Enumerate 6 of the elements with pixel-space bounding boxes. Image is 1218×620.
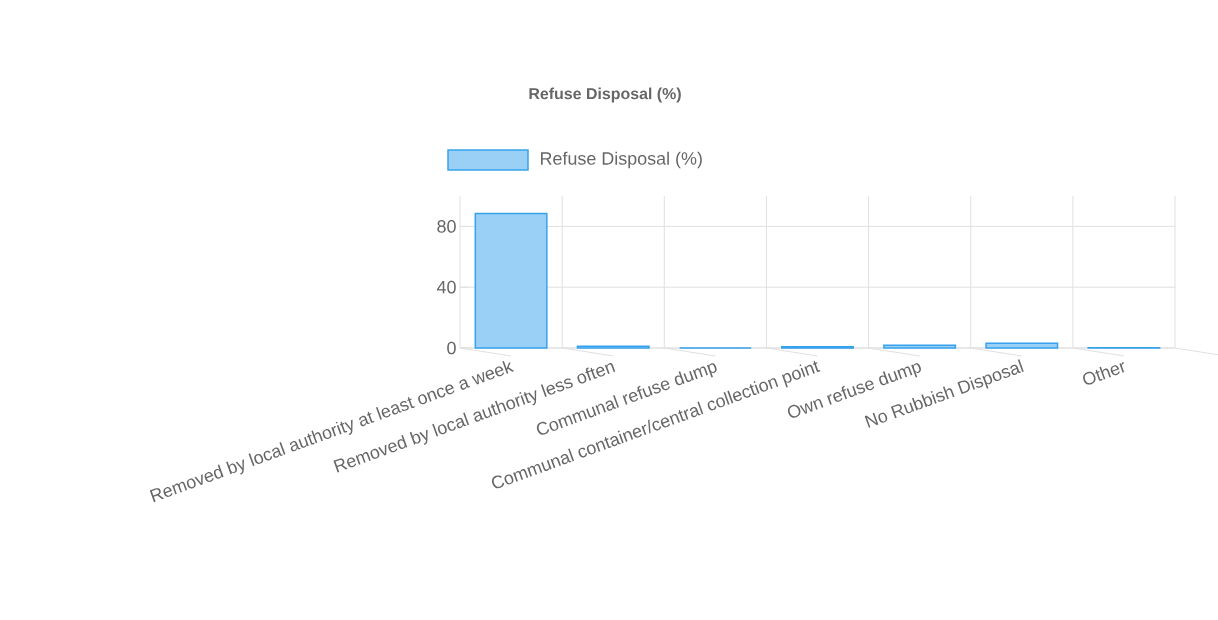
y-tick-label: 40 bbox=[436, 280, 456, 294]
x-tick-label: Other bbox=[1083, 362, 1125, 385]
legend-label: Refuse Disposal (%) bbox=[541, 151, 702, 169]
y-tick-label: 80 bbox=[437, 220, 456, 233]
chart-title: Refuse Disposal (%) bbox=[529, 87, 681, 103]
y-tick-label: 0 bbox=[447, 341, 456, 355]
